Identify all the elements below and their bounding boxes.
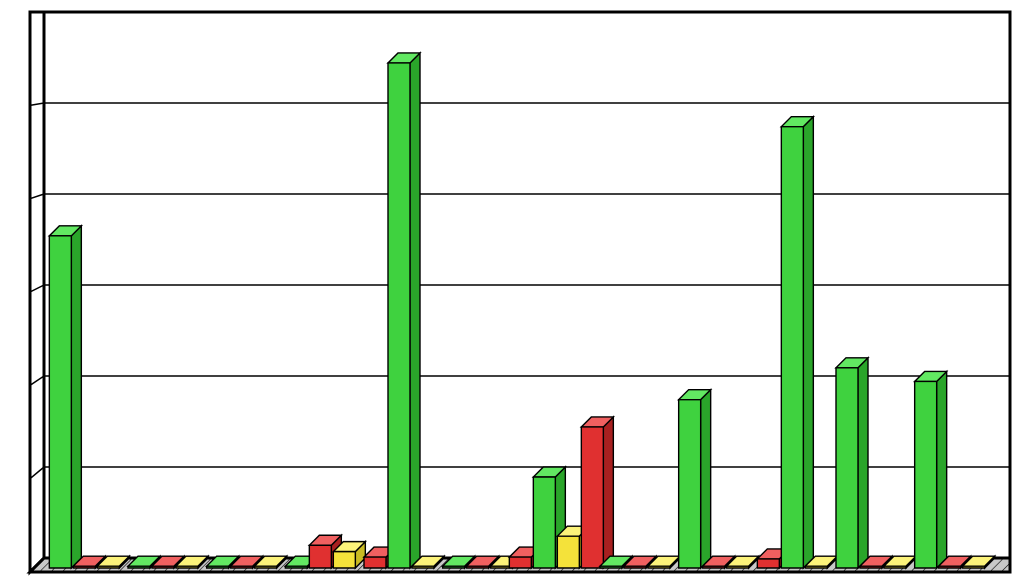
bar bbox=[679, 390, 711, 568]
bar bbox=[49, 226, 81, 568]
bar bbox=[915, 371, 947, 568]
bar bbox=[388, 53, 420, 568]
bar bbox=[581, 417, 613, 568]
bar bbox=[781, 117, 813, 568]
bar bbox=[836, 358, 868, 568]
bar-chart-3d bbox=[0, 0, 1023, 587]
